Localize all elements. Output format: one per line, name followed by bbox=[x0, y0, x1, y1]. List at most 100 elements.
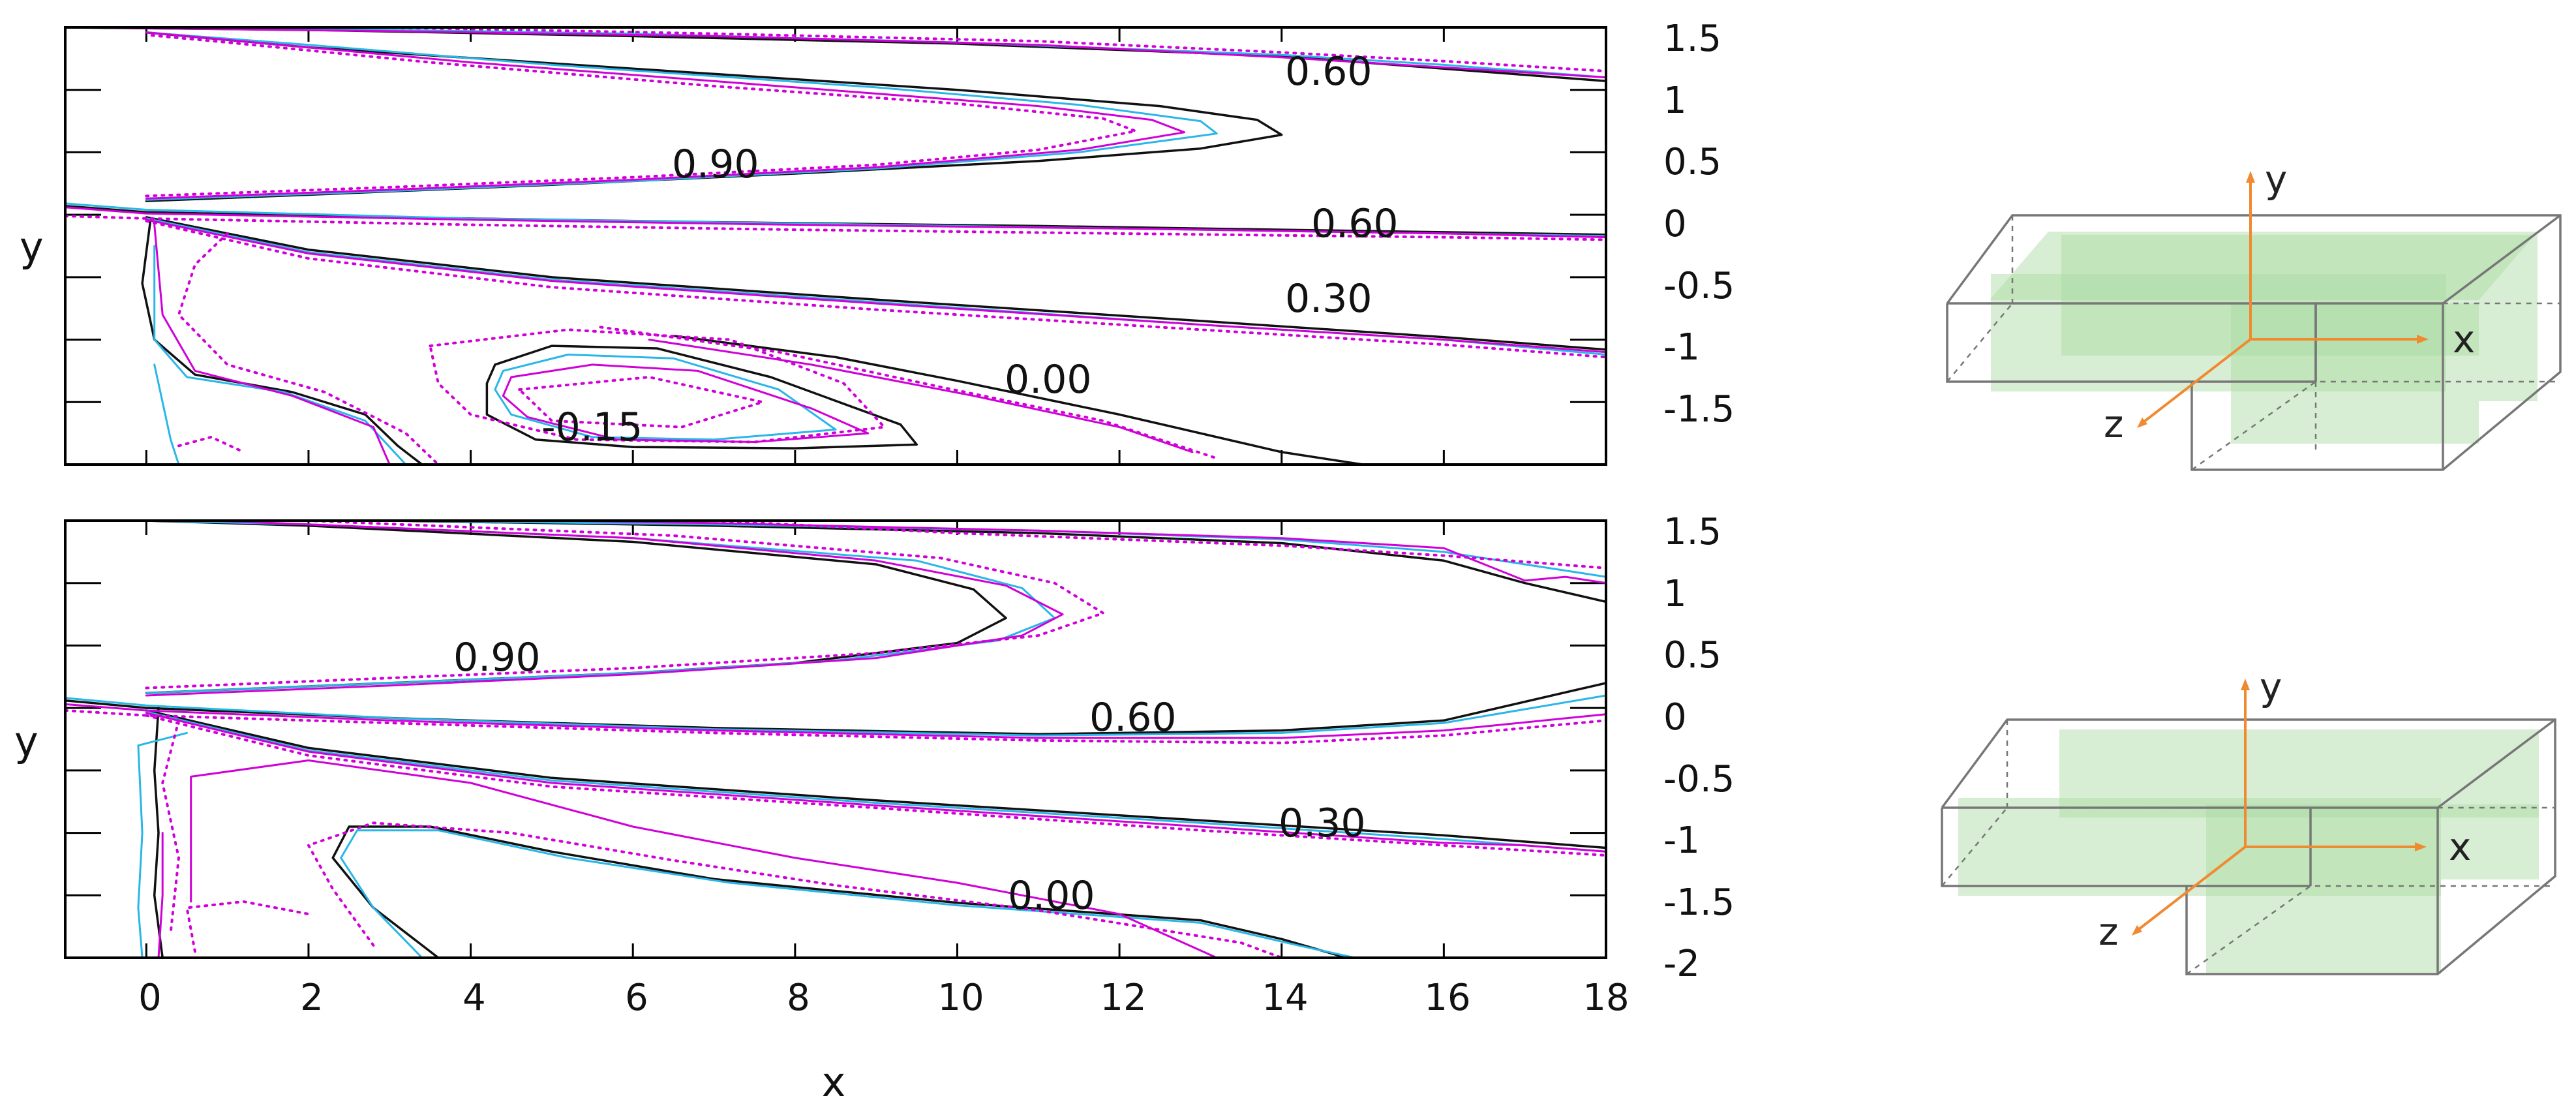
contour-line-black-solid-0_00 bbox=[331, 825, 1348, 958]
top-y-tick-labels: 1.5 1 0.5 0 -0.5 -1 -1.5 bbox=[1663, 18, 1735, 431]
contour-line-black-solid-0_60 bbox=[65, 27, 1606, 83]
top-axis-ticks bbox=[65, 27, 1606, 465]
contour-line-cyan-solid-0_60 bbox=[261, 521, 1606, 578]
x-tick-label: 4 bbox=[462, 977, 486, 1019]
bottom-contour-label: 0.60 bbox=[1089, 695, 1177, 741]
top-plot-frame bbox=[64, 26, 1607, 466]
bottom-y-tick-label: -0.5 bbox=[1663, 758, 1735, 801]
z-axis-arrowhead bbox=[2132, 925, 2142, 936]
bottom-y-tick-labels: 1.5 1 0.5 0 -0.5 -1 -1.5 -2 bbox=[1663, 511, 1735, 985]
y-axis-name: y bbox=[2260, 665, 2282, 709]
contour-line-black-solid-0_30 bbox=[145, 709, 1606, 849]
contour-line-magenta-solid-0_90 bbox=[145, 31, 1186, 200]
top-contour-label: 0.90 bbox=[672, 142, 759, 187]
x-tick-label: 6 bbox=[625, 977, 648, 1019]
contour-line-magenta-dotted--0_15 bbox=[518, 376, 765, 429]
contour-line-cyan-solid-0_00 bbox=[153, 245, 407, 465]
schematic-axis-labels: y x z bbox=[2104, 157, 2475, 446]
x-axis-label: x bbox=[822, 1058, 846, 1106]
slice-plane-yz bbox=[2206, 804, 2539, 974]
contour-line-magenta-solid-0_60 bbox=[487, 521, 1606, 585]
contour-line-black-solid-0_90 bbox=[145, 521, 1007, 694]
bottom-y-tick-label: -2 bbox=[1663, 943, 1700, 985]
top-plot-area bbox=[65, 27, 1606, 465]
top-contour-label: 0.60 bbox=[1311, 201, 1399, 247]
top-y-tick-label: 1.5 bbox=[1663, 18, 1721, 60]
z-axis-arrow bbox=[2140, 338, 2252, 425]
bottom-y-tick-label: -1 bbox=[1663, 819, 1700, 862]
bottom-plot-frame bbox=[64, 519, 1607, 959]
z-axis-name: z bbox=[2099, 909, 2118, 954]
bottom-contour-lines bbox=[65, 521, 1606, 958]
contour-line-magenta-solid-0_90 bbox=[145, 521, 1064, 697]
top-contour-label: -0.15 bbox=[541, 405, 643, 450]
contour-line-cyan-solid-0_00 bbox=[153, 363, 180, 465]
contour-line-black-solid-0_00 bbox=[153, 707, 164, 958]
top-contour-lines bbox=[65, 27, 1606, 465]
bottom-plot-area bbox=[65, 521, 1606, 958]
z-axis-name: z bbox=[2104, 402, 2123, 446]
top-y-tick-label: -1.5 bbox=[1663, 388, 1735, 431]
contour-line-magenta-dotted-0_00 bbox=[161, 719, 180, 934]
top-contour-label: 0.30 bbox=[1285, 276, 1372, 322]
contour-line-cyan-solid-0_90 bbox=[145, 521, 1056, 694]
schematic-hidden-edges bbox=[1941, 720, 2555, 975]
contour-line-black-solid-0_30 bbox=[145, 216, 1606, 351]
top-contour-label: 0.60 bbox=[1285, 49, 1372, 95]
contour-line-cyan-solid-0_60 bbox=[65, 694, 1606, 737]
x-axis-name: x bbox=[2453, 317, 2475, 361]
contour-line-magenta-dotted--0_15 bbox=[429, 328, 886, 444]
contour-line-magenta-dotted-0_90 bbox=[145, 521, 1105, 690]
bottom-contour-label: 0.00 bbox=[1008, 873, 1095, 919]
contour-line-magenta-solid-0_60 bbox=[65, 206, 1606, 239]
contour-line-magenta-solid-0_60 bbox=[65, 703, 1606, 739]
slice-plane-xz bbox=[2059, 729, 2539, 817]
x-tick-label: 16 bbox=[1424, 977, 1470, 1019]
bottom-contour-label: 0.90 bbox=[453, 635, 541, 680]
contour-line-black-solid--0_15 bbox=[485, 344, 918, 450]
x-tick-label: 2 bbox=[300, 977, 324, 1019]
contour-line-magenta-dotted-0_00 bbox=[307, 821, 1283, 958]
contour-line-magenta-solid-0_30 bbox=[145, 219, 1606, 354]
schematic-axis-labels: y x z bbox=[2099, 665, 2471, 954]
z-axis-arrowhead bbox=[2137, 418, 2147, 428]
contour-line-cyan-solid-0_00 bbox=[137, 731, 188, 958]
x-axis-arrowhead bbox=[2415, 842, 2427, 851]
box-front-right bbox=[2436, 718, 2556, 809]
x-axis-name: x bbox=[2449, 825, 2471, 869]
slice-plane-back bbox=[2061, 235, 2538, 401]
contour-line-black-solid-0_00 bbox=[672, 335, 1364, 465]
contour-line-magenta-solid-0_00 bbox=[190, 759, 1218, 958]
contour-line-magenta-solid-0_00 bbox=[153, 224, 391, 465]
contour-line-magenta-dotted-0_60 bbox=[646, 521, 1606, 570]
bottom-y-tick-label: 0.5 bbox=[1663, 634, 1721, 677]
top-contour-label: 0.00 bbox=[1005, 357, 1092, 403]
bottom-y-tick-label: 0 bbox=[1663, 696, 1687, 739]
contour-line-magenta-solid-0_00 bbox=[648, 339, 1194, 453]
schematic-hidden-edges bbox=[1947, 215, 2560, 471]
top-y-tick-label: -1 bbox=[1663, 326, 1700, 369]
x-tick-label: 0 bbox=[138, 977, 162, 1019]
hidden-edge bbox=[2186, 885, 2555, 975]
contour-line-magenta-solid-0_00 bbox=[157, 832, 164, 958]
z-axis-arrow bbox=[2134, 846, 2247, 933]
schematic-slice-planes bbox=[1958, 729, 2539, 974]
contour-line-magenta-dotted-0_60 bbox=[65, 215, 1606, 241]
schematic-box-edges bbox=[1946, 214, 2562, 471]
top-y-tick-label: 0 bbox=[1663, 203, 1687, 245]
contour-line-magenta-dotted-0_00 bbox=[599, 326, 1219, 460]
box-front-right bbox=[2442, 214, 2562, 305]
x-tick-labels: 0 2 4 6 8 10 12 14 16 18 bbox=[138, 977, 1629, 1019]
bottom-y-axis-label: y bbox=[14, 718, 38, 765]
slice-plane-xz bbox=[1990, 232, 2538, 300]
contour-line-cyan-solid-0_90 bbox=[145, 31, 1218, 201]
contour-line-cyan-solid--0_15 bbox=[494, 354, 837, 441]
x-axis-arrowhead bbox=[2417, 335, 2429, 344]
hidden-edge bbox=[1941, 806, 2555, 887]
top-contour-labels: 0.60 0.90 0.60 0.30 0.00 -0.15 bbox=[541, 49, 1399, 450]
contour-line-magenta-solid-0_30 bbox=[145, 712, 1606, 853]
schematic-axes bbox=[2132, 679, 2427, 936]
x-tick-label: 10 bbox=[937, 977, 984, 1019]
bottom-contour-panel: 1.5 1 0.5 0 -0.5 -1 -1.5 -2 0 2 4 6 8 10… bbox=[14, 511, 1735, 1106]
